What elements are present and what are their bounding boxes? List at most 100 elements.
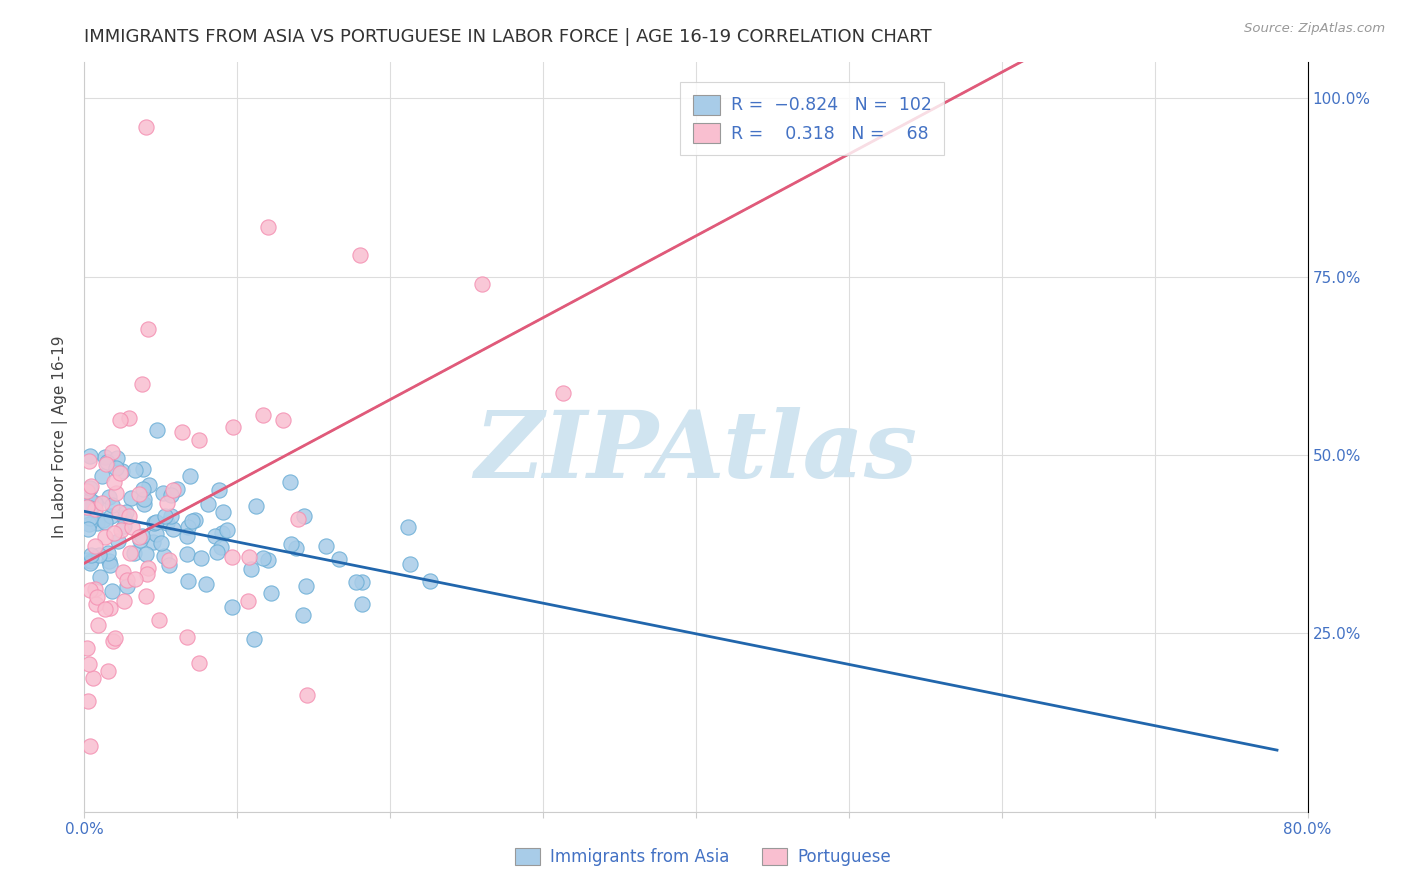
Point [94, 450, 117, 464]
Point [84, 497, 107, 511]
Point [177, 574, 200, 589]
Point [96, 457, 118, 471]
Point [208, 483, 231, 498]
Point [295, 689, 318, 703]
Point [131, 529, 153, 543]
Point [187, 433, 209, 447]
Point [260, 585, 283, 599]
Point [221, 550, 243, 565]
Point [91, 513, 114, 527]
Point [399, 558, 422, 572]
Point [162, 483, 184, 498]
Point [177, 520, 200, 534]
Point [89, 570, 111, 584]
Point [396, 520, 419, 534]
Point [118, 546, 141, 560]
Point [112, 519, 135, 533]
Point [79, 582, 101, 597]
Point [153, 509, 176, 524]
Point [79, 501, 101, 516]
Point [141, 535, 163, 549]
Point [115, 573, 138, 587]
Point [287, 512, 309, 526]
Point [352, 597, 374, 611]
Point [120, 491, 142, 505]
Point [209, 541, 232, 555]
Point [103, 475, 125, 489]
Point [176, 547, 198, 561]
Point [215, 523, 238, 537]
Point [104, 486, 127, 500]
Point [118, 509, 141, 524]
Point [83, 496, 105, 510]
Point [176, 529, 198, 543]
Point [79, 557, 101, 571]
Point [145, 527, 167, 541]
Point [83, 501, 105, 516]
Point [76, 641, 98, 656]
Point [86, 590, 108, 604]
Point [236, 594, 259, 608]
Point [285, 541, 308, 556]
Point [77, 694, 100, 708]
Point [112, 594, 135, 608]
Point [108, 506, 131, 520]
Point [79, 657, 101, 671]
Point [252, 408, 274, 422]
Point [101, 584, 124, 599]
Point [212, 505, 235, 519]
Point [194, 577, 217, 591]
Point [190, 551, 212, 566]
Point [344, 574, 367, 589]
Point [352, 575, 374, 590]
Point [115, 505, 138, 519]
Point [221, 599, 243, 614]
Point [179, 469, 201, 483]
Point [112, 565, 135, 579]
Text: ZIPAtlas: ZIPAtlas [474, 407, 918, 497]
Point [79, 481, 101, 495]
Point [87, 548, 110, 562]
Point [104, 631, 127, 645]
Point [132, 497, 155, 511]
Point [77, 522, 100, 536]
Point [257, 553, 280, 567]
Point [315, 539, 337, 553]
Legend: R =  −0.824   N =  102, R =    0.318   N =    68: R = −0.824 N = 102, R = 0.318 N = 68 [681, 82, 943, 155]
Point [152, 549, 174, 564]
Point [157, 558, 180, 572]
Point [257, 219, 280, 234]
Point [97, 546, 120, 560]
Point [131, 376, 153, 391]
Point [124, 572, 146, 586]
Point [76, 484, 98, 499]
Point [280, 475, 302, 490]
Point [79, 449, 101, 463]
Point [162, 522, 184, 536]
Point [471, 277, 494, 291]
Point [172, 425, 194, 439]
Point [111, 464, 134, 478]
Point [77, 517, 100, 532]
Point [135, 120, 157, 134]
Point [103, 633, 125, 648]
Point [94, 602, 117, 616]
Point [76, 552, 98, 566]
Point [136, 322, 159, 336]
Point [79, 739, 101, 753]
Point [134, 492, 156, 507]
Point [156, 496, 179, 510]
Point [295, 579, 318, 593]
Point [180, 514, 202, 528]
Point [188, 656, 211, 670]
Point [84, 582, 107, 596]
Point [280, 537, 302, 551]
Point [80, 548, 103, 562]
Y-axis label: In Labor Force | Age 16-19: In Labor Force | Age 16-19 [52, 335, 69, 539]
Point [82, 671, 104, 685]
Legend: Immigrants from Asia, Portuguese: Immigrants from Asia, Portuguese [506, 840, 900, 875]
Point [148, 613, 170, 627]
Point [100, 445, 122, 459]
Text: IMMIGRANTS FROM ASIA VS PORTUGUESE IN LABOR FORCE | AGE 16-19 CORRELATION CHART: IMMIGRANTS FROM ASIA VS PORTUGUESE IN LA… [84, 28, 932, 45]
Point [93, 530, 115, 544]
